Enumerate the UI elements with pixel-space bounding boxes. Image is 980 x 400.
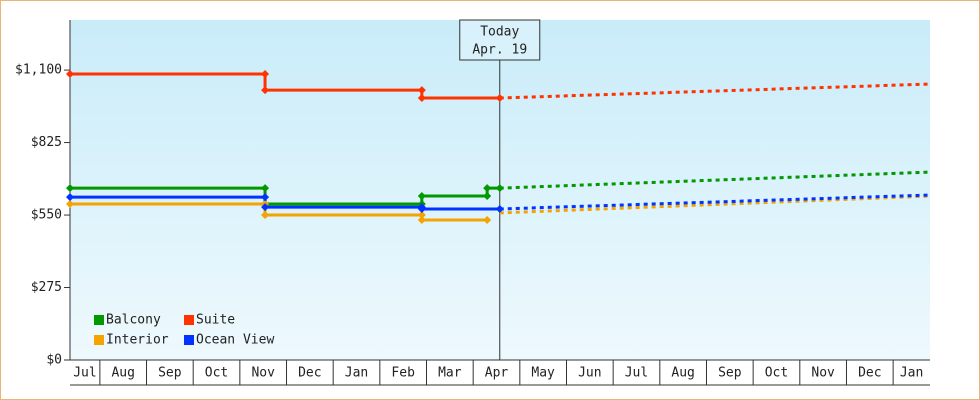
price-point <box>483 184 492 193</box>
price-line <box>70 195 500 211</box>
x-tick-label: Jul <box>73 366 96 381</box>
price-point <box>66 70 74 79</box>
price-point <box>417 94 426 103</box>
x-tick-label: Nov <box>251 366 275 381</box>
price-point <box>261 211 270 220</box>
x-tick-label: May <box>531 366 555 381</box>
price-point <box>417 216 426 225</box>
legend-swatch <box>184 315 194 325</box>
x-tick-label: Dec <box>858 366 881 381</box>
x-tick-label: Jul <box>625 366 648 381</box>
x-tick-label: Sep <box>158 366 182 381</box>
legend-swatch <box>184 335 194 345</box>
x-tick-label: Jan <box>345 366 368 381</box>
price-point <box>261 86 270 95</box>
legend-swatch <box>94 335 104 345</box>
x-tick-label: Aug <box>671 366 694 381</box>
price-line <box>70 72 500 100</box>
price-point <box>417 211 426 220</box>
x-tick-label: Mar <box>438 366 462 381</box>
y-tick-label: $275 <box>31 280 62 295</box>
price-point <box>66 193 74 202</box>
y-tick-label: $0 <box>46 353 62 368</box>
price-point <box>417 192 426 201</box>
today-box <box>459 19 541 61</box>
price-point <box>261 193 270 202</box>
price-point <box>495 184 504 193</box>
today-label: Today <box>480 25 519 40</box>
x-tick-label: Jun <box>578 366 601 381</box>
price-point <box>261 203 270 212</box>
x-tick-label: Apr <box>485 366 509 381</box>
price-point <box>483 216 492 225</box>
price-point <box>495 94 504 103</box>
y-tick-label: $1,100 <box>15 63 62 78</box>
x-tick-label: Feb <box>391 366 415 381</box>
price-point <box>66 184 74 193</box>
legend-swatch <box>94 315 104 325</box>
price-point <box>261 184 270 193</box>
price-line <box>70 202 488 222</box>
x-tick-label: Nov <box>811 366 835 381</box>
x-tick-label: Jan <box>900 366 923 381</box>
legend-label: Ocean View <box>196 333 274 348</box>
x-tick-label: Sep <box>718 366 742 381</box>
legend-label: Suite <box>196 313 235 328</box>
y-tick-label: $550 <box>31 208 62 223</box>
today-date: Apr. 19 <box>472 43 527 58</box>
legend-label: Balcony <box>106 313 161 328</box>
price-point <box>261 70 270 79</box>
price-point <box>66 199 74 208</box>
x-tick-label: Oct <box>765 366 788 381</box>
x-tick-label: Aug <box>111 366 134 381</box>
price-point <box>417 86 426 95</box>
y-tick-label: $825 <box>31 135 62 150</box>
price-point <box>495 204 504 213</box>
legend-label: Interior <box>106 333 169 348</box>
price-point <box>417 204 426 213</box>
x-tick-label: Oct <box>205 366 228 381</box>
price-point <box>483 192 492 201</box>
x-tick-label: Dec <box>298 366 321 381</box>
